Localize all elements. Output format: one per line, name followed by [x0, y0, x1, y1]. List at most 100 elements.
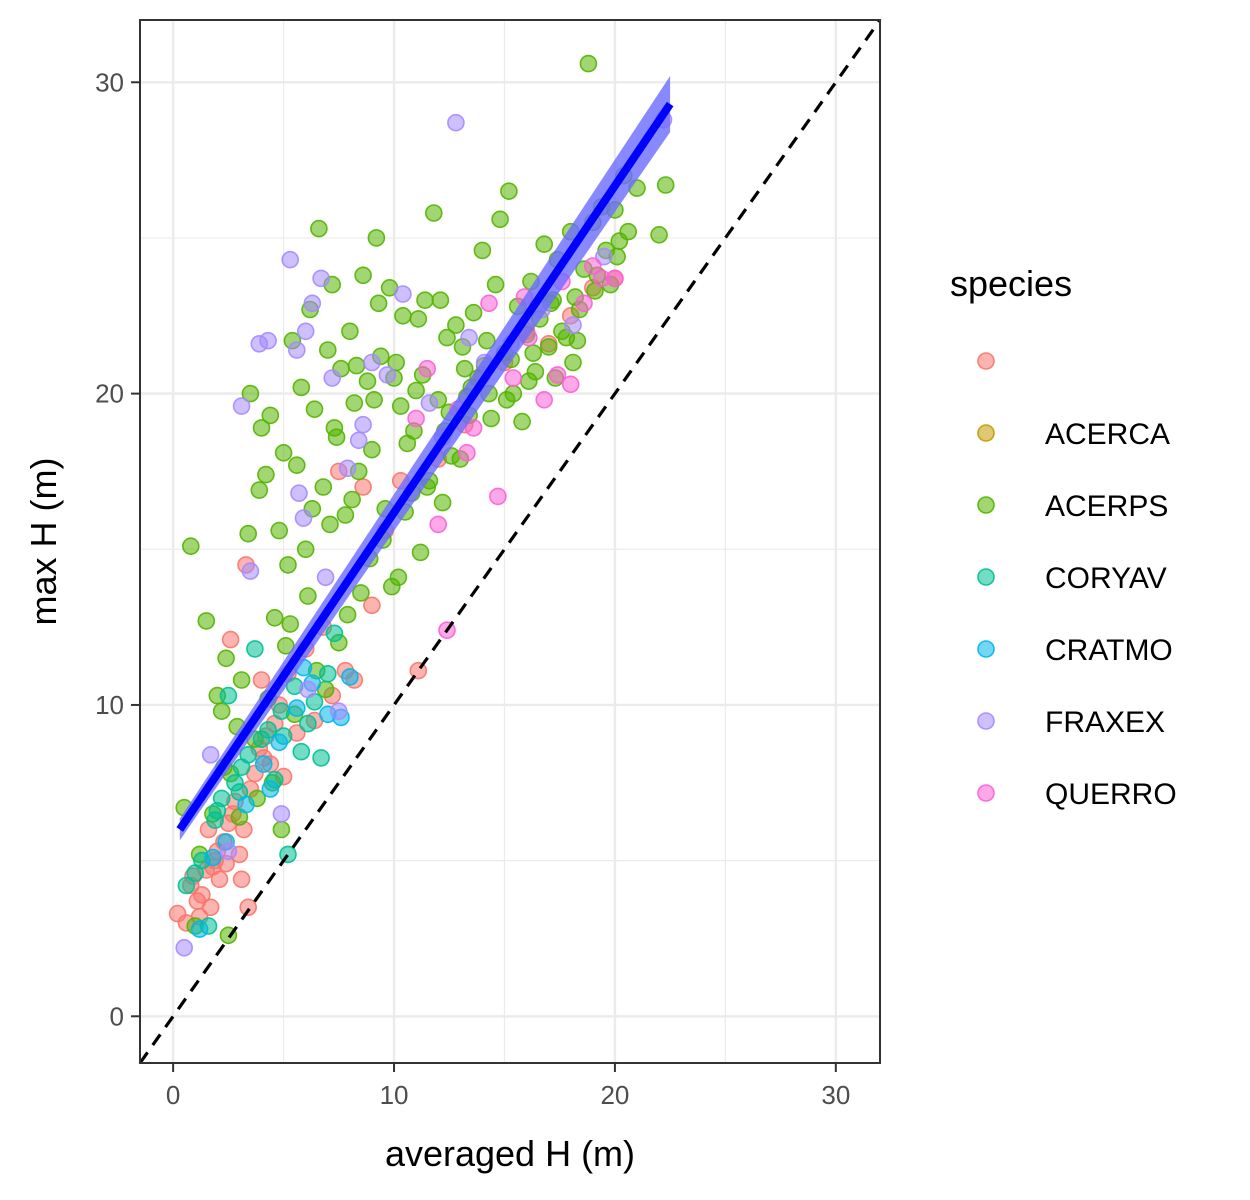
data-point [177, 876, 196, 895]
data-point [491, 210, 509, 229]
data-point [524, 344, 543, 362]
data-point [294, 509, 313, 527]
data-point [292, 742, 311, 761]
data-point [299, 680, 317, 699]
data-point [473, 241, 492, 260]
data-point [190, 920, 209, 938]
legend-key [977, 640, 995, 658]
data-point [409, 310, 428, 328]
data-point [175, 938, 193, 957]
data-point [500, 182, 518, 200]
data-point [221, 630, 240, 649]
data-point [433, 493, 452, 512]
data-point [480, 294, 498, 313]
data-point [241, 384, 260, 403]
data-point [539, 338, 558, 356]
data-point [325, 624, 344, 643]
x-axis-title: averaged H (m) [385, 1133, 635, 1174]
legend-label: ACERCA [1045, 418, 1170, 451]
data-point [292, 378, 311, 397]
data-point [265, 608, 284, 627]
data-point [201, 898, 220, 917]
data-point [270, 521, 289, 540]
plot-panel [138, 19, 882, 1064]
grid-minor [140, 20, 880, 1063]
data-point [464, 419, 483, 437]
data-point [274, 443, 293, 462]
data-point [378, 366, 397, 384]
legend: species ACERCA ACERPS CORYAV CRATMO FRAXEX QU… [950, 263, 1177, 811]
data-point [193, 886, 211, 904]
data-point [239, 898, 257, 917]
legend-key [977, 352, 995, 370]
legend-entries: ACERCA ACERPS CORYAV CRATMO FRAXEX QUERRO [977, 352, 1177, 811]
data-point [239, 524, 257, 543]
data-point [343, 490, 361, 509]
data-point [323, 369, 342, 387]
data-point [314, 478, 333, 496]
data-point [296, 322, 315, 341]
data-point [197, 612, 216, 630]
data-point [363, 440, 381, 459]
fit-line-group [176, 76, 674, 841]
data-point [650, 226, 668, 244]
data-point [548, 366, 567, 384]
data-point [564, 353, 582, 372]
data-point [318, 664, 337, 683]
data-point [345, 394, 364, 412]
data-point [354, 266, 372, 285]
data-point [418, 359, 437, 378]
y-axis-title: max H (m) [23, 458, 64, 626]
data-point [281, 250, 300, 269]
data-point [290, 484, 308, 503]
data-point [299, 587, 317, 605]
data-point [407, 409, 425, 428]
data-point [252, 419, 271, 437]
data-point [338, 605, 357, 624]
data-point [365, 390, 383, 409]
data-point [259, 331, 277, 350]
data-point [595, 247, 613, 266]
legend-label: CORYAV [1045, 562, 1167, 595]
data-point [272, 820, 291, 839]
legend-key [977, 712, 995, 730]
data-point [477, 331, 496, 350]
x-tick-label: 10 [380, 1080, 409, 1110]
data-point [341, 668, 359, 686]
data-point [259, 721, 277, 739]
data-point [394, 306, 412, 325]
panel-border [139, 19, 881, 1064]
data-point [312, 269, 330, 288]
data-point [455, 359, 474, 378]
y-tick-label: 10 [95, 690, 124, 720]
data-point [287, 341, 306, 359]
data-point [504, 369, 523, 387]
data-point [241, 562, 260, 580]
legend-label: FRAXEX [1045, 706, 1165, 739]
data-point [354, 415, 372, 434]
data-point [336, 506, 355, 524]
data-point [429, 515, 448, 534]
data-point [303, 294, 322, 313]
data-point [287, 699, 306, 717]
legend-title: species [950, 263, 1072, 304]
legend-key [977, 424, 995, 442]
data-point [279, 556, 297, 574]
data-point [394, 285, 412, 303]
data-point [272, 702, 291, 721]
data-point [261, 406, 280, 425]
data-point [219, 686, 238, 705]
x-axis: 0 10 20 30 [166, 1063, 850, 1110]
data-point [535, 390, 554, 409]
data-point [252, 671, 271, 689]
data-point [363, 353, 381, 372]
data-point [237, 795, 255, 814]
identity-reference-line [138, 19, 882, 1064]
y-tick-label: 0 [110, 1001, 124, 1031]
legend-label: QUERRO [1045, 778, 1177, 811]
x-tick-label: 20 [600, 1080, 629, 1110]
data-point [254, 755, 273, 773]
data-point [583, 257, 602, 275]
data-point [424, 204, 443, 222]
